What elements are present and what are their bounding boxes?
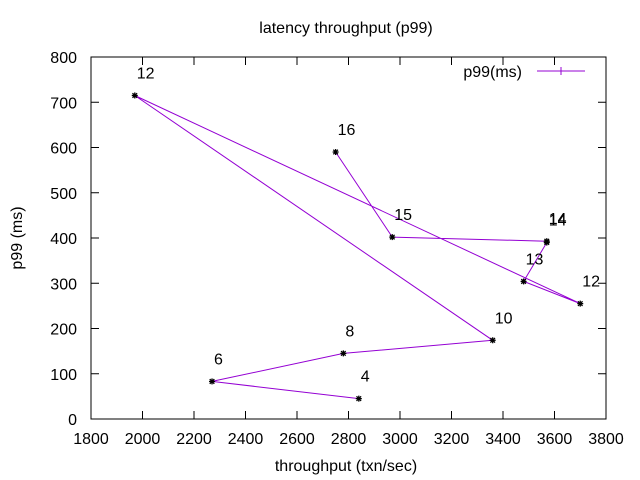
y-axis-label: p99 (ms) <box>9 206 26 269</box>
x-tick-label: 3800 <box>588 431 624 448</box>
point-label: 12 <box>137 65 155 82</box>
data-point <box>131 92 138 99</box>
y-axis: 0 100 200 300 400 500 600 700 800 <box>50 50 606 429</box>
x-tick-label: 3200 <box>434 431 470 448</box>
data-point <box>340 350 347 357</box>
data-point <box>489 337 496 344</box>
y-tick-label: 800 <box>50 50 77 67</box>
x-tick-label: 2600 <box>279 431 315 448</box>
x-tick-label: 1800 <box>73 431 109 448</box>
data-point <box>209 378 216 385</box>
point-label: 10 <box>495 310 513 327</box>
point-label: 8 <box>345 323 354 340</box>
data-point <box>332 149 339 156</box>
y-tick-label: 400 <box>50 231 77 248</box>
x-tick-label: 2200 <box>176 431 212 448</box>
chart-title: latency throughput (p99) <box>259 20 432 37</box>
x-tick-label: 3600 <box>537 431 573 448</box>
data-point <box>520 278 527 285</box>
point-label: 14 <box>549 213 567 230</box>
legend: p99(ms) <box>463 64 585 81</box>
series-line <box>134 95 581 400</box>
y-tick-label: 200 <box>50 322 77 339</box>
x-axis-label: throughput (txn/sec) <box>275 458 417 475</box>
x-tick-label: 3400 <box>485 431 521 448</box>
data-point <box>389 234 396 241</box>
point-label: 15 <box>394 207 412 224</box>
y-tick-label: 600 <box>50 141 77 158</box>
y-tick-label: 300 <box>50 276 77 293</box>
data-point <box>543 238 550 245</box>
point-label: 13 <box>526 251 544 268</box>
x-tick-label: 2400 <box>228 431 264 448</box>
point-label: 12 <box>582 274 600 291</box>
point-label: 4 <box>361 369 370 386</box>
x-tick-label: 2000 <box>125 431 161 448</box>
point-label: 6 <box>214 351 223 368</box>
point-label: 14 <box>549 211 567 228</box>
y-tick-label: 0 <box>68 412 77 429</box>
point-label: 16 <box>338 122 356 139</box>
legend-label: p99(ms) <box>463 64 522 81</box>
x-axis: 1800 2000 2200 2400 2600 2800 3000 3200 3400 3600… <box>73 57 624 448</box>
data-point <box>577 300 584 307</box>
y-tick-label: 700 <box>50 95 77 112</box>
y-tick-label: 500 <box>50 186 77 203</box>
y-tick-label: 100 <box>50 367 77 384</box>
x-tick-label: 3000 <box>382 431 418 448</box>
x-tick-label: 2800 <box>331 431 367 448</box>
data-point <box>355 395 362 402</box>
